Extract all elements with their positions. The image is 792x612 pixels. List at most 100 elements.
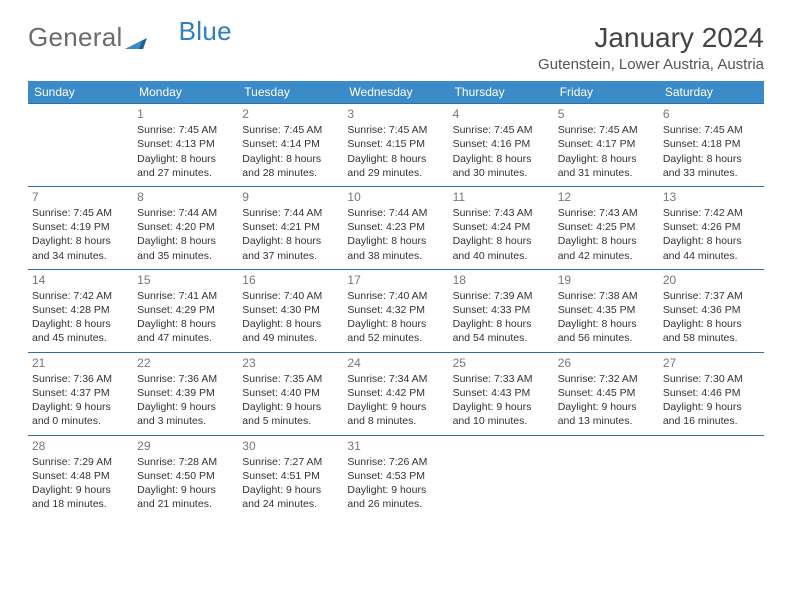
calendar-cell (28, 104, 133, 187)
calendar-cell (659, 435, 764, 517)
day-details: Sunrise: 7:43 AMSunset: 4:25 PMDaylight:… (558, 206, 655, 263)
day-details: Sunrise: 7:44 AMSunset: 4:23 PMDaylight:… (347, 206, 444, 263)
day-details: Sunrise: 7:45 AMSunset: 4:17 PMDaylight:… (558, 123, 655, 180)
day-number: 4 (453, 106, 550, 122)
calendar-cell: 14Sunrise: 7:42 AMSunset: 4:28 PMDayligh… (28, 269, 133, 352)
day-number: 1 (137, 106, 234, 122)
day-details: Sunrise: 7:29 AMSunset: 4:48 PMDaylight:… (32, 455, 129, 512)
calendar-cell: 5Sunrise: 7:45 AMSunset: 4:17 PMDaylight… (554, 104, 659, 187)
day-number: 29 (137, 438, 234, 454)
calendar-cell: 8Sunrise: 7:44 AMSunset: 4:20 PMDaylight… (133, 186, 238, 269)
day-details: Sunrise: 7:42 AMSunset: 4:26 PMDaylight:… (663, 206, 760, 263)
calendar-cell: 2Sunrise: 7:45 AMSunset: 4:14 PMDaylight… (238, 104, 343, 187)
day-details: Sunrise: 7:34 AMSunset: 4:42 PMDaylight:… (347, 372, 444, 429)
calendar-cell: 29Sunrise: 7:28 AMSunset: 4:50 PMDayligh… (133, 435, 238, 517)
day-number: 24 (347, 355, 444, 371)
calendar-cell: 31Sunrise: 7:26 AMSunset: 4:53 PMDayligh… (343, 435, 448, 517)
day-number: 22 (137, 355, 234, 371)
day-number: 31 (347, 438, 444, 454)
day-details: Sunrise: 7:41 AMSunset: 4:29 PMDaylight:… (137, 289, 234, 346)
day-number: 30 (242, 438, 339, 454)
calendar-cell: 1Sunrise: 7:45 AMSunset: 4:13 PMDaylight… (133, 104, 238, 187)
day-number: 8 (137, 189, 234, 205)
day-details: Sunrise: 7:45 AMSunset: 4:15 PMDaylight:… (347, 123, 444, 180)
day-number: 23 (242, 355, 339, 371)
calendar-cell: 3Sunrise: 7:45 AMSunset: 4:15 PMDaylight… (343, 104, 448, 187)
calendar-cell: 20Sunrise: 7:37 AMSunset: 4:36 PMDayligh… (659, 269, 764, 352)
calendar-header-row: SundayMondayTuesdayWednesdayThursdayFrid… (28, 81, 764, 104)
day-number: 21 (32, 355, 129, 371)
day-number: 15 (137, 272, 234, 288)
day-number: 3 (347, 106, 444, 122)
calendar-cell: 21Sunrise: 7:36 AMSunset: 4:37 PMDayligh… (28, 352, 133, 435)
calendar-cell (449, 435, 554, 517)
day-number: 25 (453, 355, 550, 371)
calendar-week-row: 28Sunrise: 7:29 AMSunset: 4:48 PMDayligh… (28, 435, 764, 517)
day-number: 19 (558, 272, 655, 288)
day-number: 9 (242, 189, 339, 205)
calendar-body: 1Sunrise: 7:45 AMSunset: 4:13 PMDaylight… (28, 104, 764, 518)
calendar-cell: 4Sunrise: 7:45 AMSunset: 4:16 PMDaylight… (449, 104, 554, 187)
calendar-week-row: 7Sunrise: 7:45 AMSunset: 4:19 PMDaylight… (28, 186, 764, 269)
brand-mark-icon (125, 25, 147, 56)
day-number: 26 (558, 355, 655, 371)
day-details: Sunrise: 7:33 AMSunset: 4:43 PMDaylight:… (453, 372, 550, 429)
calendar-cell: 15Sunrise: 7:41 AMSunset: 4:29 PMDayligh… (133, 269, 238, 352)
day-details: Sunrise: 7:40 AMSunset: 4:32 PMDaylight:… (347, 289, 444, 346)
calendar-cell: 28Sunrise: 7:29 AMSunset: 4:48 PMDayligh… (28, 435, 133, 517)
day-details: Sunrise: 7:35 AMSunset: 4:40 PMDaylight:… (242, 372, 339, 429)
day-details: Sunrise: 7:45 AMSunset: 4:14 PMDaylight:… (242, 123, 339, 180)
location-text: Gutenstein, Lower Austria, Austria (538, 56, 764, 73)
day-details: Sunrise: 7:39 AMSunset: 4:33 PMDaylight:… (453, 289, 550, 346)
day-number: 2 (242, 106, 339, 122)
day-details: Sunrise: 7:27 AMSunset: 4:51 PMDaylight:… (242, 455, 339, 512)
day-details: Sunrise: 7:36 AMSunset: 4:37 PMDaylight:… (32, 372, 129, 429)
header: General Blue January 2024 Gutenstein, Lo… (28, 22, 764, 73)
day-header: Wednesday (343, 81, 448, 104)
calendar-cell: 13Sunrise: 7:42 AMSunset: 4:26 PMDayligh… (659, 186, 764, 269)
calendar-cell: 18Sunrise: 7:39 AMSunset: 4:33 PMDayligh… (449, 269, 554, 352)
title-block: January 2024 Gutenstein, Lower Austria, … (538, 22, 764, 73)
day-header: Friday (554, 81, 659, 104)
calendar-cell: 26Sunrise: 7:32 AMSunset: 4:45 PMDayligh… (554, 352, 659, 435)
day-number: 11 (453, 189, 550, 205)
day-details: Sunrise: 7:40 AMSunset: 4:30 PMDaylight:… (242, 289, 339, 346)
day-details: Sunrise: 7:45 AMSunset: 4:19 PMDaylight:… (32, 206, 129, 263)
day-number: 6 (663, 106, 760, 122)
day-number: 14 (32, 272, 129, 288)
brand-word-1: General (28, 22, 123, 53)
month-title: January 2024 (538, 22, 764, 54)
calendar-cell: 25Sunrise: 7:33 AMSunset: 4:43 PMDayligh… (449, 352, 554, 435)
day-header: Sunday (28, 81, 133, 104)
day-number: 10 (347, 189, 444, 205)
day-details: Sunrise: 7:30 AMSunset: 4:46 PMDaylight:… (663, 372, 760, 429)
calendar-cell: 10Sunrise: 7:44 AMSunset: 4:23 PMDayligh… (343, 186, 448, 269)
day-details: Sunrise: 7:36 AMSunset: 4:39 PMDaylight:… (137, 372, 234, 429)
day-number: 13 (663, 189, 760, 205)
calendar-cell (554, 435, 659, 517)
calendar-cell: 11Sunrise: 7:43 AMSunset: 4:24 PMDayligh… (449, 186, 554, 269)
day-details: Sunrise: 7:43 AMSunset: 4:24 PMDaylight:… (453, 206, 550, 263)
day-header: Tuesday (238, 81, 343, 104)
calendar-cell: 6Sunrise: 7:45 AMSunset: 4:18 PMDaylight… (659, 104, 764, 187)
calendar-cell: 12Sunrise: 7:43 AMSunset: 4:25 PMDayligh… (554, 186, 659, 269)
day-details: Sunrise: 7:45 AMSunset: 4:16 PMDaylight:… (453, 123, 550, 180)
calendar-cell: 22Sunrise: 7:36 AMSunset: 4:39 PMDayligh… (133, 352, 238, 435)
day-details: Sunrise: 7:45 AMSunset: 4:13 PMDaylight:… (137, 123, 234, 180)
calendar-week-row: 14Sunrise: 7:42 AMSunset: 4:28 PMDayligh… (28, 269, 764, 352)
calendar-cell: 30Sunrise: 7:27 AMSunset: 4:51 PMDayligh… (238, 435, 343, 517)
day-details: Sunrise: 7:38 AMSunset: 4:35 PMDaylight:… (558, 289, 655, 346)
day-header: Saturday (659, 81, 764, 104)
day-details: Sunrise: 7:45 AMSunset: 4:18 PMDaylight:… (663, 123, 760, 180)
day-number: 20 (663, 272, 760, 288)
day-number: 16 (242, 272, 339, 288)
calendar-cell: 24Sunrise: 7:34 AMSunset: 4:42 PMDayligh… (343, 352, 448, 435)
calendar-cell: 7Sunrise: 7:45 AMSunset: 4:19 PMDaylight… (28, 186, 133, 269)
calendar-cell: 23Sunrise: 7:35 AMSunset: 4:40 PMDayligh… (238, 352, 343, 435)
calendar-cell: 17Sunrise: 7:40 AMSunset: 4:32 PMDayligh… (343, 269, 448, 352)
calendar-cell: 16Sunrise: 7:40 AMSunset: 4:30 PMDayligh… (238, 269, 343, 352)
calendar-table: SundayMondayTuesdayWednesdayThursdayFrid… (28, 81, 764, 517)
day-number: 18 (453, 272, 550, 288)
day-details: Sunrise: 7:42 AMSunset: 4:28 PMDaylight:… (32, 289, 129, 346)
day-number: 12 (558, 189, 655, 205)
